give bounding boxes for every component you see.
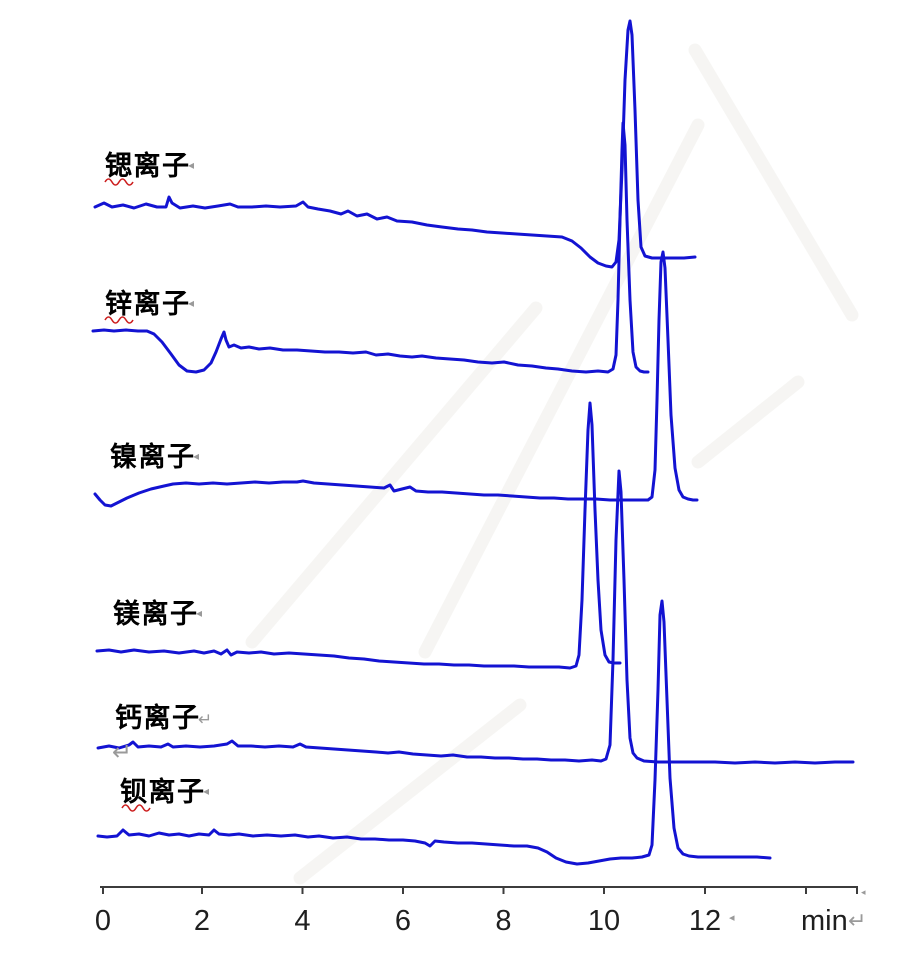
line-break-mark: ◂: [729, 912, 735, 924]
trace-ca: [96, 469, 855, 765]
line-break-mark: ◂: [203, 784, 209, 798]
line-break-mark: ◂: [188, 296, 194, 310]
trace-label-ba: 钡离子: [120, 776, 206, 807]
trace-ni: [93, 250, 699, 508]
trace-ba: [96, 599, 772, 866]
line-return-mark: ↵: [198, 710, 212, 729]
watermark-streak: [418, 118, 705, 659]
spellcheck-squiggle: [121, 804, 151, 812]
trace-label-ni: 镍离子: [110, 441, 196, 472]
watermark-streak: [293, 698, 527, 885]
x-axis-tick-label: 8: [495, 905, 511, 937]
x-axis-tick-label: 4: [294, 905, 310, 937]
watermark-streak: [245, 301, 543, 649]
line-break-mark: ◂: [193, 449, 199, 463]
x-axis-tick-label: 2: [194, 905, 210, 937]
line-break-mark: ◂: [188, 158, 194, 172]
watermark-streak: [691, 375, 805, 469]
axis-end-mark: ◂: [861, 887, 866, 897]
watermark-streak: [688, 43, 859, 322]
x-axis-tick-label: 12: [689, 905, 721, 937]
trace-label-mg: 镁离子: [113, 598, 199, 629]
trace-label-ca: 钙离子: [115, 702, 201, 733]
spellcheck-squiggle: [104, 178, 134, 186]
spellcheck-squiggle: [104, 316, 134, 324]
trace-label-sr: 锶离子: [105, 150, 191, 181]
x-axis-tick-label: 10: [588, 905, 620, 937]
trace-mg: [95, 401, 622, 670]
paragraph-return-mark: ↵: [112, 739, 132, 766]
line-break-mark: ◂: [196, 606, 202, 620]
x-axis-tick-label: 0: [95, 905, 111, 937]
x-axis-unit-label: min: [801, 905, 848, 937]
x-axis-tick-label: 6: [395, 905, 411, 937]
trace-label-zn: 锌离子: [105, 288, 191, 319]
trace-zn: [91, 121, 650, 374]
trace-sr: [93, 19, 697, 269]
line-return-mark: ↵: [848, 908, 866, 933]
